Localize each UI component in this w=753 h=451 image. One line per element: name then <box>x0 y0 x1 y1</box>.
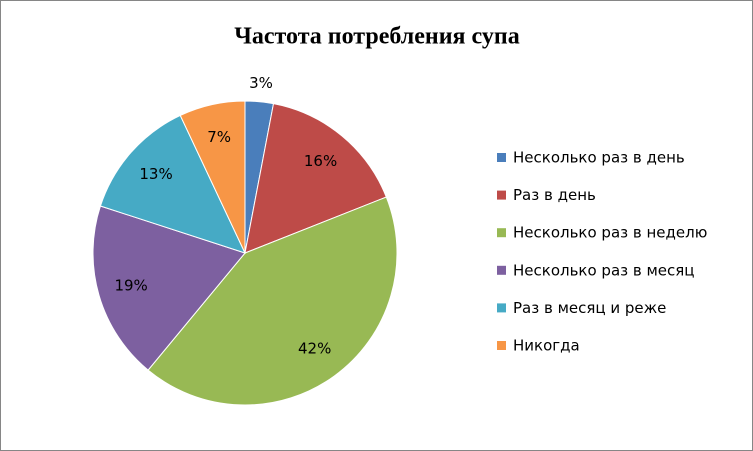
legend-label: Никогда <box>513 337 580 355</box>
legend-label: Несколько раз в день <box>513 149 685 167</box>
data-label: 16% <box>304 152 337 170</box>
legend-label: Несколько раз в месяц <box>513 261 695 279</box>
legend-label: Раз в месяц и реже <box>513 299 666 317</box>
chart-title: Частота потребления супа <box>234 24 519 50</box>
pie-slice <box>244 103 387 254</box>
data-label: 13% <box>139 165 172 183</box>
pie-slice <box>99 114 246 254</box>
legend-swatch <box>497 153 506 162</box>
data-label: 19% <box>114 277 147 295</box>
pie-slice <box>92 205 246 371</box>
legend-swatch <box>497 303 506 313</box>
legend-label: Раз в день <box>513 186 596 204</box>
data-label: 3% <box>249 74 273 92</box>
legend-label: Несколько раз в неделю <box>513 224 707 242</box>
pie-slice <box>147 196 398 406</box>
data-label: 42% <box>298 339 331 357</box>
legend-swatch <box>497 190 506 200</box>
data-label: 7% <box>207 128 231 146</box>
legend-swatch <box>497 341 506 350</box>
pie-slice <box>179 100 246 254</box>
legend-swatch <box>497 265 506 275</box>
legend-swatch <box>497 228 506 238</box>
